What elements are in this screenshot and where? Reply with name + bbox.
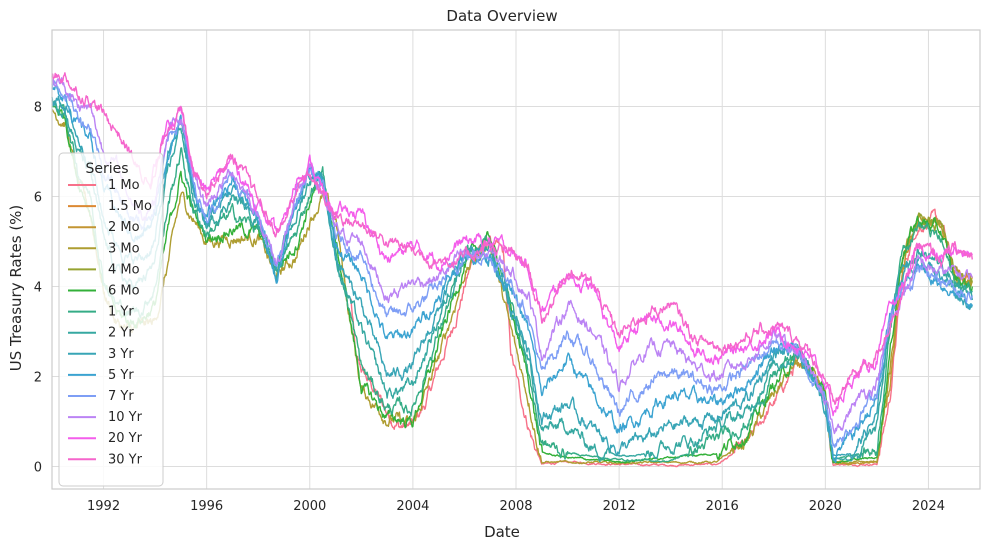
x-tick-label: 2012 xyxy=(603,499,636,514)
legend-entry: 3 Yr xyxy=(108,347,134,362)
plot-border xyxy=(51,29,981,490)
x-axis-ticks: 1992 1996 2000 2004 2008 2012 2016 2020 2024 xyxy=(87,499,945,514)
legend-entry: 1 Mo xyxy=(108,178,140,193)
x-tick-label: 1992 xyxy=(87,499,120,514)
legend-title: Series xyxy=(85,161,128,177)
legend-entry: 2 Yr xyxy=(108,326,134,341)
x-tick-label: 2008 xyxy=(499,499,532,514)
series-line-30-yr xyxy=(51,72,973,405)
legend-box xyxy=(58,152,164,487)
y-tick-label: 2 xyxy=(34,371,42,386)
series-line-3-mo xyxy=(51,109,973,465)
y-tick-label: 0 xyxy=(34,461,42,476)
x-tick-label: 1996 xyxy=(190,499,223,514)
series-line-1-mo xyxy=(350,208,973,468)
legend-entry: 7 Yr xyxy=(108,389,134,404)
y-axis-label: US Treasury Rates (%) xyxy=(7,205,25,372)
legend-entry: 20 Yr xyxy=(108,431,143,446)
x-tick-label: 2020 xyxy=(809,499,842,514)
legend-entry: 6 Mo xyxy=(108,284,140,299)
x-tick-label: 2004 xyxy=(396,499,429,514)
y-tick-label: 6 xyxy=(34,191,42,206)
y-tick-label: 4 xyxy=(34,281,42,296)
series-lines xyxy=(51,72,973,468)
plot-frame xyxy=(51,29,981,490)
legend-entry: 2 Mo xyxy=(108,220,140,235)
x-tick-label: 2000 xyxy=(293,499,326,514)
series-line-20-yr xyxy=(149,105,973,417)
series-line-10-yr xyxy=(51,77,973,435)
x-tick-label: 2016 xyxy=(706,499,739,514)
y-axis-ticks: 0 2 4 6 8 xyxy=(34,101,42,476)
legend-entry: 3 Mo xyxy=(108,241,140,256)
x-axis-label: Date xyxy=(484,523,520,541)
y-tick-label: 8 xyxy=(34,101,42,116)
series-line-7-yr xyxy=(51,80,973,448)
legend-entry: 1 Yr xyxy=(108,305,134,320)
legend-entry: 10 Yr xyxy=(108,410,143,425)
legend-entry: 30 Yr xyxy=(108,452,143,467)
series-line-1-yr xyxy=(51,100,973,463)
legend-entry: 4 Mo xyxy=(108,262,140,277)
x-tick-label: 2024 xyxy=(912,499,945,514)
chart-title: Data Overview xyxy=(446,7,557,25)
legend-entry: 5 Yr xyxy=(108,368,134,383)
legend-entry: 1.5 Mo xyxy=(108,199,152,214)
